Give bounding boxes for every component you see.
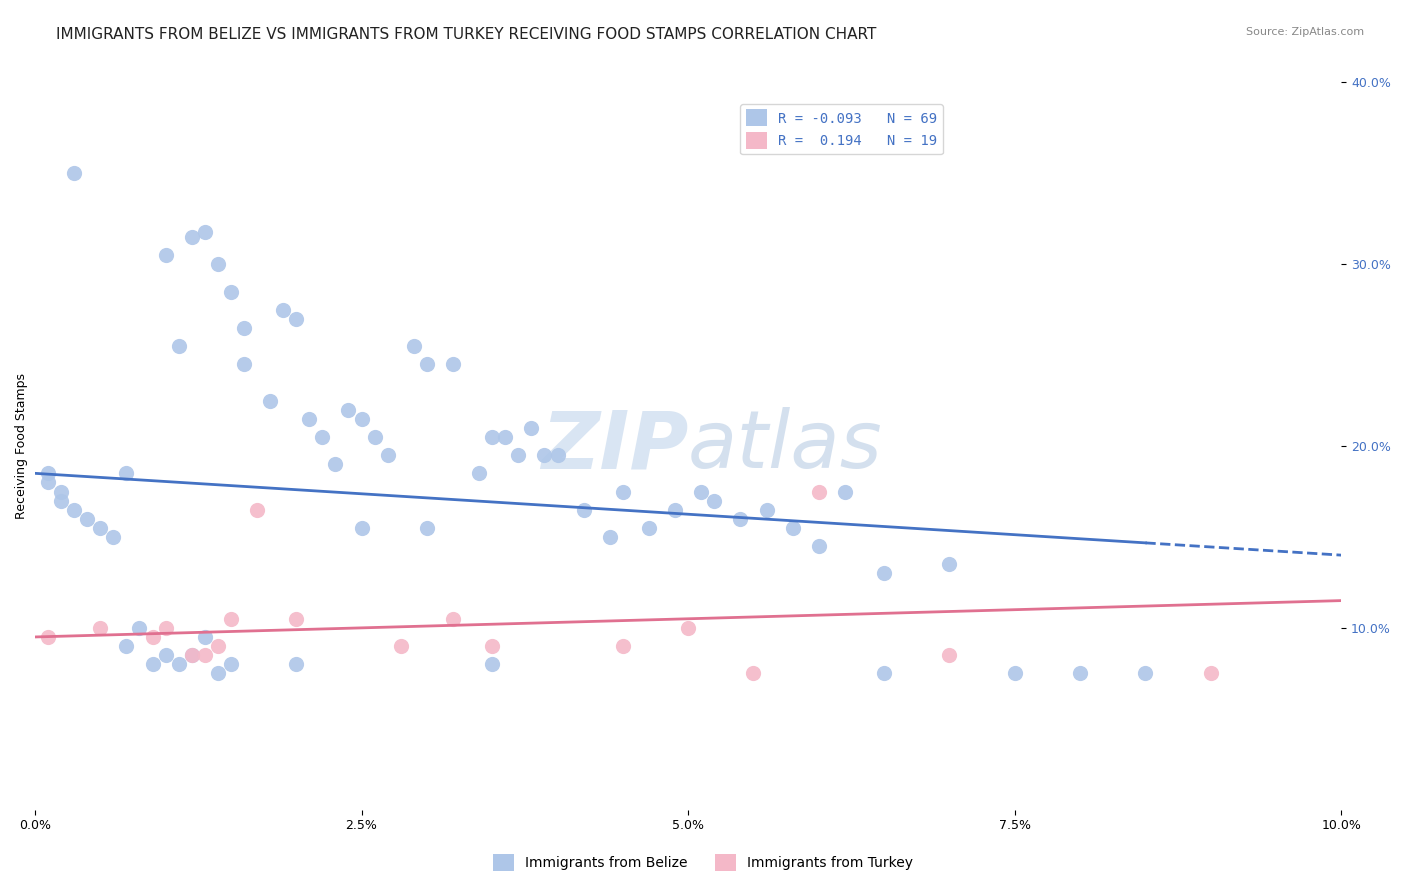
- Point: [755, 502, 778, 516]
- Point: [63, 166, 86, 180]
- Text: IMMIGRANTS FROM BELIZE VS IMMIGRANTS FROM TURKEY RECEIVING FOOD STAMPS CORRELATI: IMMIGRANTS FROM BELIZE VS IMMIGRANTS FRO…: [56, 27, 876, 42]
- Point: [285, 612, 308, 626]
- Point: [311, 430, 333, 444]
- Point: [194, 648, 217, 662]
- Point: [494, 430, 516, 444]
- Point: [246, 502, 269, 516]
- Point: [1069, 666, 1091, 681]
- Point: [730, 512, 752, 526]
- Point: [285, 311, 308, 326]
- Point: [389, 639, 412, 653]
- Y-axis label: Receiving Food Stamps: Receiving Food Stamps: [15, 373, 28, 519]
- Point: [363, 430, 385, 444]
- Point: [834, 484, 856, 499]
- Point: [533, 448, 555, 462]
- Point: [938, 558, 960, 572]
- Point: [572, 502, 595, 516]
- Legend: R = -0.093   N = 69, R =  0.194   N = 19: R = -0.093 N = 69, R = 0.194 N = 19: [741, 104, 942, 154]
- Point: [167, 657, 190, 672]
- Point: [49, 493, 72, 508]
- Point: [167, 339, 190, 353]
- Point: [194, 225, 217, 239]
- Point: [742, 666, 765, 681]
- Point: [782, 521, 804, 535]
- Point: [441, 357, 464, 371]
- Point: [416, 521, 439, 535]
- Point: [325, 457, 347, 471]
- Point: [481, 430, 503, 444]
- Point: [416, 357, 439, 371]
- Point: [219, 612, 242, 626]
- Point: [377, 448, 399, 462]
- Point: [481, 657, 503, 672]
- Point: [37, 467, 59, 481]
- Point: [1135, 666, 1157, 681]
- Point: [233, 357, 256, 371]
- Point: [938, 648, 960, 662]
- Text: ZIP: ZIP: [541, 407, 688, 485]
- Point: [520, 421, 543, 435]
- Point: [612, 639, 634, 653]
- Point: [233, 321, 256, 335]
- Point: [1004, 666, 1026, 681]
- Point: [271, 302, 294, 317]
- Point: [37, 630, 59, 644]
- Point: [155, 648, 177, 662]
- Point: [128, 621, 150, 635]
- Point: [873, 566, 896, 581]
- Point: [441, 612, 464, 626]
- Point: [664, 502, 686, 516]
- Point: [298, 411, 321, 425]
- Point: [337, 402, 360, 417]
- Point: [207, 257, 229, 271]
- Point: [219, 285, 242, 299]
- Point: [155, 621, 177, 635]
- Point: [63, 502, 86, 516]
- Point: [690, 484, 713, 499]
- Point: [402, 339, 425, 353]
- Point: [599, 530, 621, 544]
- Point: [76, 512, 98, 526]
- Point: [180, 648, 202, 662]
- Point: [194, 630, 217, 644]
- Point: [638, 521, 661, 535]
- Point: [1199, 666, 1222, 681]
- Point: [873, 666, 896, 681]
- Point: [219, 657, 242, 672]
- Point: [103, 530, 125, 544]
- Point: [89, 521, 111, 535]
- Point: [37, 475, 59, 490]
- Point: [703, 493, 725, 508]
- Text: atlas: atlas: [688, 407, 883, 485]
- Legend: Immigrants from Belize, Immigrants from Turkey: Immigrants from Belize, Immigrants from …: [488, 848, 918, 876]
- Point: [807, 539, 830, 553]
- Point: [259, 393, 281, 408]
- Point: [207, 639, 229, 653]
- Point: [481, 639, 503, 653]
- Point: [141, 630, 163, 644]
- Point: [115, 467, 138, 481]
- Point: [676, 621, 699, 635]
- Point: [49, 484, 72, 499]
- Point: [155, 248, 177, 262]
- Point: [141, 657, 163, 672]
- Point: [89, 621, 111, 635]
- Point: [508, 448, 530, 462]
- Point: [115, 639, 138, 653]
- Point: [180, 648, 202, 662]
- Point: [468, 467, 491, 481]
- Point: [612, 484, 634, 499]
- Point: [180, 230, 202, 244]
- Point: [285, 657, 308, 672]
- Text: Source: ZipAtlas.com: Source: ZipAtlas.com: [1246, 27, 1364, 37]
- Point: [207, 666, 229, 681]
- Point: [350, 521, 373, 535]
- Point: [547, 448, 569, 462]
- Point: [807, 484, 830, 499]
- Point: [350, 411, 373, 425]
